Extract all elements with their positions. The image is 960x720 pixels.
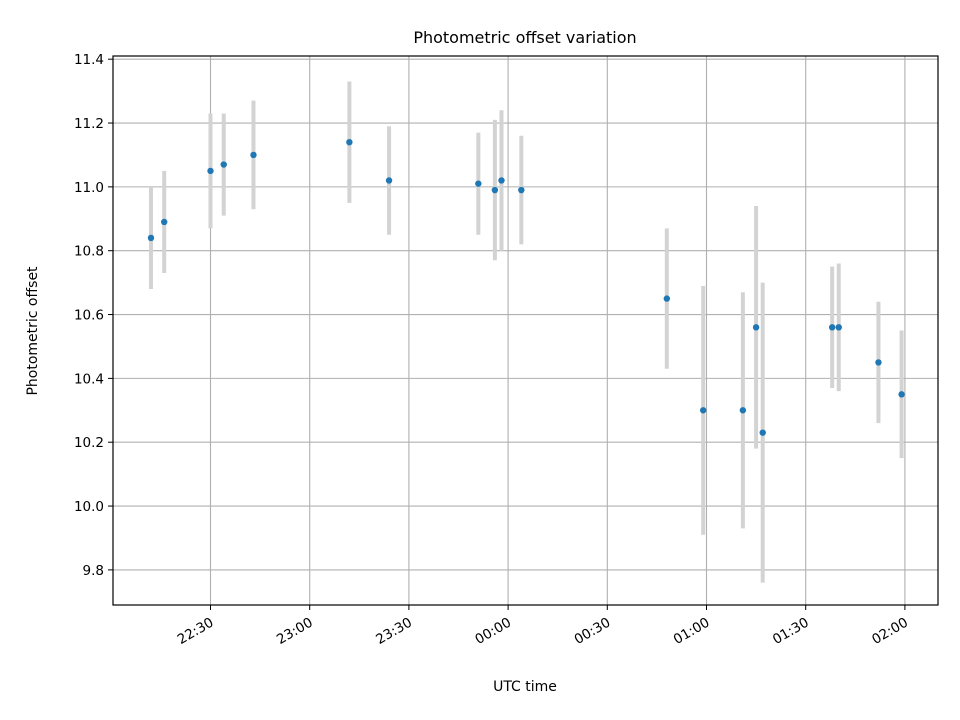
data-point (250, 151, 257, 159)
data-point (161, 218, 168, 226)
data-point (220, 161, 227, 168)
data-point (759, 429, 766, 436)
y-axis-ticks: 9.8 10.0 10.2 10.4 10.6 10.8 11.0 11.2 11.4 (74, 52, 113, 579)
y-tick-label: 10.4 (74, 371, 104, 387)
y-tick-label: 10.2 (74, 435, 104, 451)
y-tick-label: 11.0 (74, 180, 104, 196)
plot-frame (112, 55, 939, 606)
y-tick-label: 10.0 (74, 499, 104, 515)
data-point (663, 295, 671, 302)
data-point (346, 138, 353, 146)
chart-title: Photometric offset variation (413, 28, 636, 47)
data-points (147, 138, 905, 436)
data-point (475, 180, 482, 187)
y-tick-label: 9.8 (83, 563, 104, 579)
y-tick-label: 11.4 (74, 52, 104, 68)
data-point (898, 391, 905, 398)
data-point (835, 324, 842, 331)
y-tick-label: 10.8 (74, 244, 104, 260)
data-point (828, 324, 836, 331)
y-tick-label: 11.2 (74, 116, 104, 132)
y-tick-label: 10.6 (74, 308, 104, 324)
data-point (699, 407, 707, 414)
x-axis-label: UTC time (493, 679, 557, 695)
y-axis-label: Photometric offset (25, 266, 41, 396)
data-point (752, 324, 760, 331)
data-point (385, 177, 393, 184)
data-point (518, 186, 525, 194)
data-point (875, 359, 882, 366)
data-point (147, 234, 155, 242)
grid (113, 56, 938, 605)
data-point (498, 177, 505, 184)
data-point (207, 167, 214, 175)
data-point (491, 186, 499, 194)
data-point (739, 407, 747, 414)
